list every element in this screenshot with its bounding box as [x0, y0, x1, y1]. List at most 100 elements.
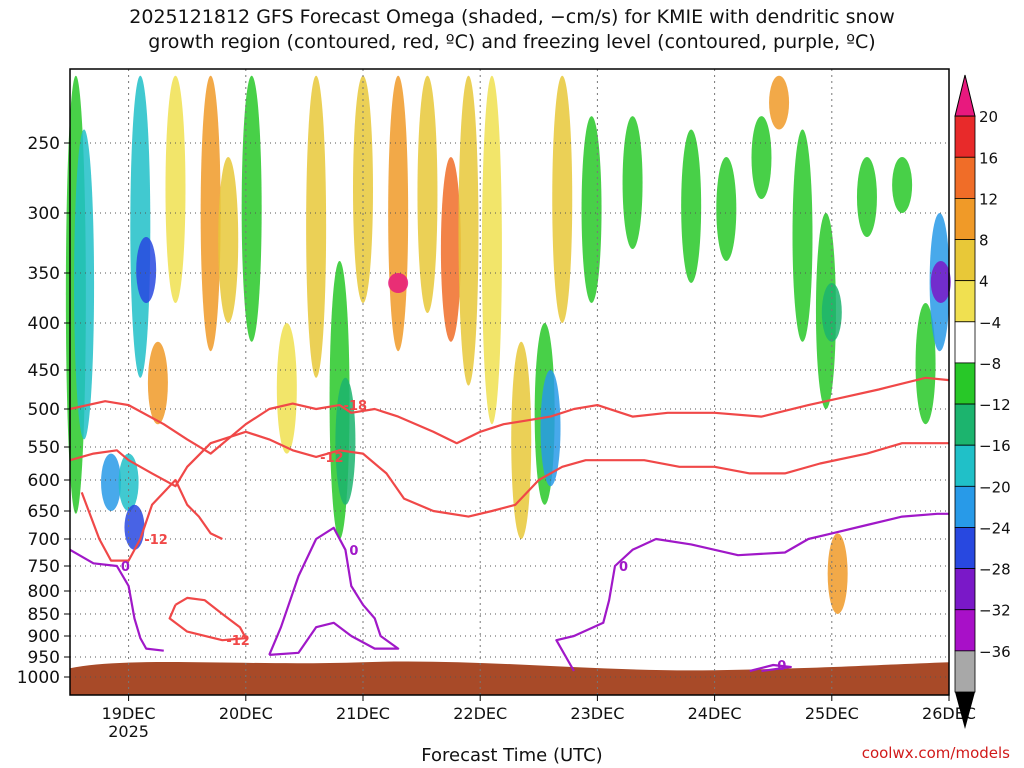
y-tick-label: 700 [28, 530, 60, 550]
colorbar-label: −24 [979, 519, 1011, 537]
contour-line [555, 512, 949, 672]
y-tick-label: 550 [28, 438, 60, 458]
colorbar-label: −32 [979, 602, 1011, 620]
shading-layer [65, 75, 951, 614]
omega-patch [552, 75, 573, 324]
omega-patch [440, 157, 461, 342]
y-tick-label: 500 [28, 400, 60, 420]
contour-line [168, 596, 247, 642]
colorbar-swatch [954, 568, 976, 611]
colorbar-label: 16 [979, 149, 998, 167]
omega-patch [751, 116, 772, 199]
omega-patch [335, 377, 356, 505]
contour-line [69, 430, 949, 518]
x-year-label: 2025 [108, 722, 149, 741]
x-tick-label: 20DEC [219, 704, 273, 723]
omega-patch [892, 157, 913, 213]
colorbar-label: 12 [979, 190, 998, 208]
chart-title-line1: 2025121812 GFS Forecast Omega (shaded, −… [129, 6, 895, 28]
colorbar-label: −36 [979, 643, 1011, 661]
omega-patch [218, 157, 239, 323]
y-tick-label: 250 [28, 134, 60, 154]
omega-patch [481, 75, 502, 425]
omega-patch [856, 157, 877, 237]
omega-patch [417, 75, 438, 314]
omega-patch [101, 453, 122, 511]
omega-patch [147, 341, 168, 425]
y-tick-label: 950 [28, 648, 60, 668]
omega-patch [622, 116, 643, 249]
colorbar-swatch [954, 115, 976, 158]
y-tick-label: 750 [28, 557, 60, 577]
colorbar-swatch [954, 609, 976, 652]
y-tick-label: 1000 [17, 668, 60, 688]
omega-patch [136, 237, 157, 303]
contour-label: -18 [344, 399, 368, 414]
colorbar-label: 8 [979, 232, 989, 250]
colorbar-label: 4 [979, 273, 989, 291]
colorbar-swatch [954, 321, 976, 364]
omega-patch [511, 341, 532, 539]
colorbar-swatch [954, 403, 976, 446]
omega-patch [930, 261, 951, 303]
terrain [70, 661, 949, 695]
contour-line [749, 663, 792, 673]
contour-layer: -18 -12 -12 -12 0 0 0 0 [69, 376, 950, 674]
x-tick-label: 22DEC [453, 704, 507, 723]
colorbar-label: −20 [979, 478, 1011, 496]
contour-line [69, 376, 950, 455]
colorbar-label: −8 [979, 355, 1001, 373]
colorbar-label: 20 [979, 108, 998, 126]
colorbar-label: −12 [979, 396, 1011, 414]
omega-patch [74, 129, 95, 440]
y-tick-label: 400 [28, 314, 60, 334]
colorbar-swatch [954, 156, 976, 199]
colorbar-swatch [954, 650, 976, 693]
colorbar-swatch [955, 692, 975, 730]
credit-link[interactable]: coolwx.com/models [861, 744, 1010, 762]
colorbar-label: −28 [979, 561, 1011, 579]
x-tick-label: 23DEC [570, 704, 624, 723]
contour-line [268, 526, 400, 656]
colorbar-swatch [954, 280, 976, 323]
omega-patch [388, 273, 409, 293]
omega-patch [165, 75, 186, 304]
contour-label: 0 [777, 659, 786, 674]
axes-layer: 2503003504004505005506006507007508008509… [17, 134, 976, 741]
colorbar-swatch [954, 362, 976, 405]
omega-patch [306, 75, 327, 378]
omega-patch [827, 533, 848, 614]
colorbar-label: −16 [979, 437, 1011, 455]
omega-patch [581, 116, 602, 303]
y-tick-label: 800 [28, 582, 60, 602]
colorbar-swatch [954, 239, 976, 282]
omega-patch [716, 157, 737, 261]
y-tick-label: 350 [28, 264, 60, 284]
omega-patch [458, 75, 479, 386]
omega-patch [915, 303, 936, 425]
omega-patch [118, 453, 139, 511]
y-tick-label: 900 [28, 627, 60, 647]
omega-patch [792, 129, 813, 342]
contour-label: 0 [619, 560, 628, 575]
colorbar-label: −4 [979, 314, 1001, 332]
omega-patch [241, 75, 262, 342]
x-tick-label: 25DEC [805, 704, 859, 723]
y-tick-label: 300 [28, 204, 60, 224]
plot-frame [69, 68, 950, 696]
contour-label: -12 [320, 451, 344, 466]
omega-patch [124, 504, 145, 550]
x-axis-label: Forecast Time (UTC) [421, 745, 603, 766]
contour-line [69, 548, 164, 652]
x-tick-label: 24DEC [688, 704, 742, 723]
contour-label: 0 [349, 544, 358, 559]
y-tick-label: 850 [28, 605, 60, 625]
contour-label: 0 [121, 560, 130, 575]
colorbar-swatch [954, 74, 976, 117]
x-tick-label: 19DEC [102, 704, 156, 723]
contour-label: -12 [226, 634, 250, 649]
contour-line [80, 478, 223, 562]
omega-patch [821, 283, 842, 342]
omega-patch [276, 323, 297, 454]
y-tick-label: 600 [28, 471, 60, 491]
